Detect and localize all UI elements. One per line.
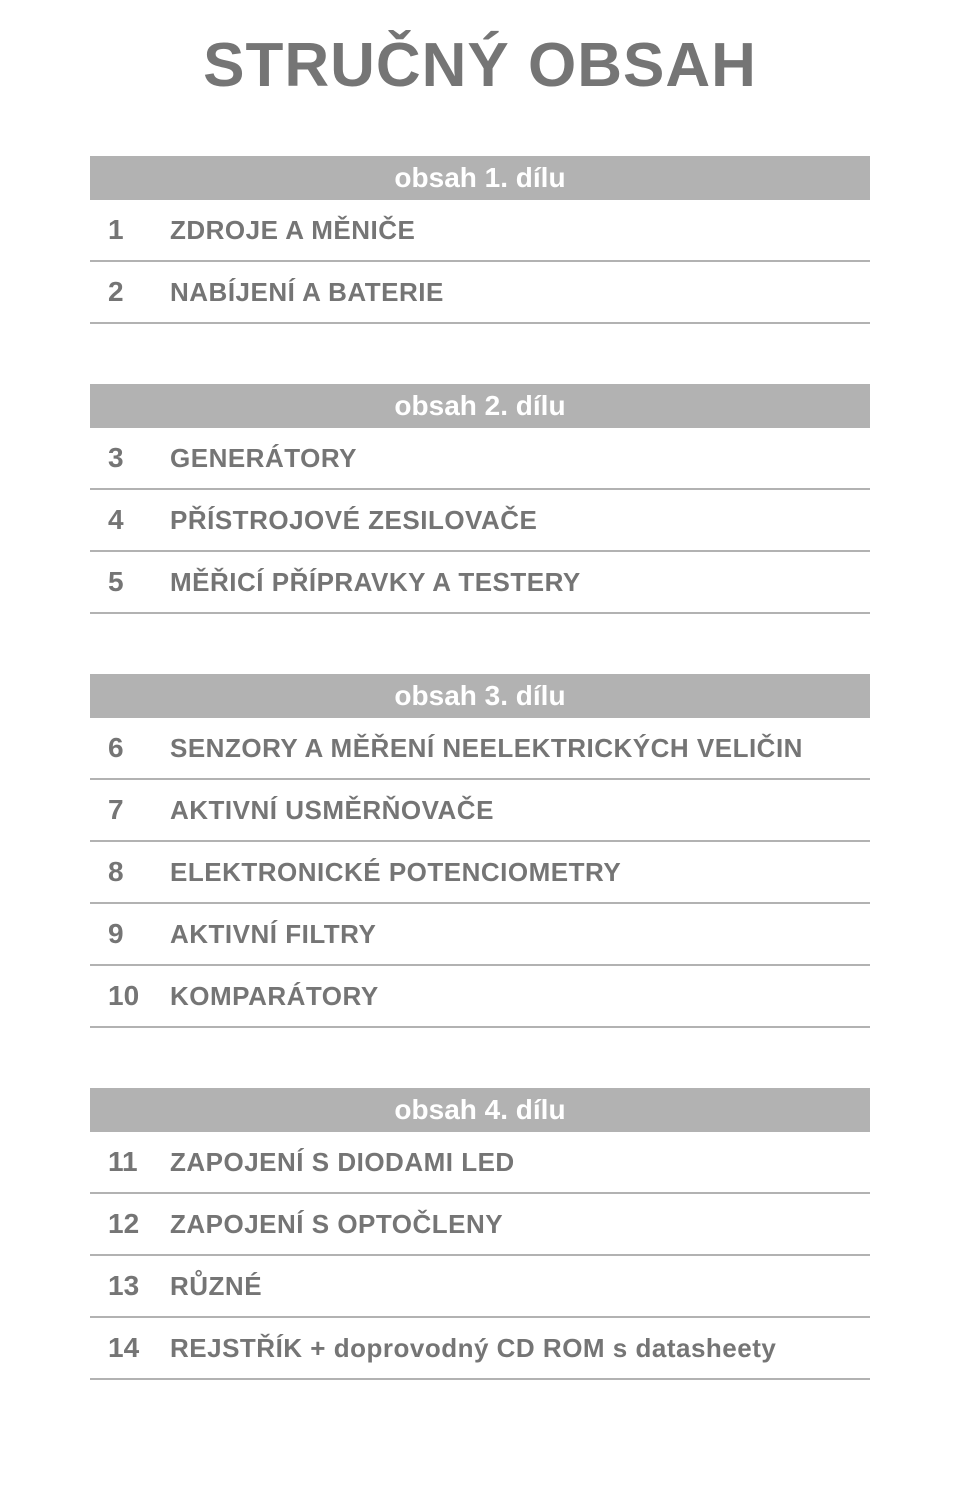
toc-row-number: 13 <box>90 1270 170 1302</box>
toc-row: 11ZAPOJENÍ S DIODAMI LED <box>90 1132 870 1194</box>
toc-row: 12ZAPOJENÍ S OPTOČLENY <box>90 1194 870 1256</box>
page-title: STRUČNÝ OBSAH <box>90 30 870 101</box>
toc-row: 10KOMPARÁTORY <box>90 966 870 1028</box>
toc-block: obsah 4. dílu11ZAPOJENÍ S DIODAMI LED12Z… <box>90 1088 870 1380</box>
toc-row-number: 12 <box>90 1208 170 1240</box>
toc-row-label: ZAPOJENÍ S DIODAMI LED <box>170 1147 870 1178</box>
toc-row-number: 8 <box>90 856 170 888</box>
toc-row: 13RŮZNÉ <box>90 1256 870 1318</box>
toc-block-header: obsah 3. dílu <box>90 674 870 718</box>
toc-row-number: 3 <box>90 442 170 474</box>
toc-row-number: 11 <box>90 1146 170 1178</box>
toc-row-number: 5 <box>90 566 170 598</box>
toc-row: 8ELEKTRONICKÉ POTENCIOMETRY <box>90 842 870 904</box>
toc-row-label: REJSTŘÍK + doprovodný CD ROM s datasheet… <box>170 1333 870 1364</box>
toc-row: 6SENZORY A MĚŘENÍ NEELEKTRICKÝCH VELIČIN <box>90 718 870 780</box>
toc-row: 2NABÍJENÍ A BATERIE <box>90 262 870 324</box>
toc-row-label: ELEKTRONICKÉ POTENCIOMETRY <box>170 857 870 888</box>
toc-row-label: MĚŘICÍ PŘÍPRAVKY A TESTERY <box>170 567 870 598</box>
toc-row: 5MĚŘICÍ PŘÍPRAVKY A TESTERY <box>90 552 870 614</box>
toc-row: 3GENERÁTORY <box>90 428 870 490</box>
toc-row-label: PŘÍSTROJOVÉ ZESILOVAČE <box>170 505 870 536</box>
toc-row-label: ZDROJE A MĚNIČE <box>170 215 870 246</box>
toc-row-number: 1 <box>90 214 170 246</box>
toc-row-number: 10 <box>90 980 170 1012</box>
toc-block: obsah 3. dílu6SENZORY A MĚŘENÍ NEELEKTRI… <box>90 674 870 1028</box>
toc-block-header: obsah 4. dílu <box>90 1088 870 1132</box>
toc-row-number: 6 <box>90 732 170 764</box>
toc-row-label: RŮZNÉ <box>170 1271 870 1302</box>
toc-row: 14REJSTŘÍK + doprovodný CD ROM s datashe… <box>90 1318 870 1380</box>
toc-block-header: obsah 1. dílu <box>90 156 870 200</box>
toc-row-label: KOMPARÁTORY <box>170 981 870 1012</box>
toc-row-label: AKTIVNÍ USMĚRŇOVAČE <box>170 795 870 826</box>
toc-row: 7AKTIVNÍ USMĚRŇOVAČE <box>90 780 870 842</box>
toc-row: 9AKTIVNÍ FILTRY <box>90 904 870 966</box>
toc-block: obsah 2. dílu3GENERÁTORY4PŘÍSTROJOVÉ ZES… <box>90 384 870 614</box>
toc-block: obsah 1. dílu1ZDROJE A MĚNIČE2NABÍJENÍ A… <box>90 156 870 324</box>
toc-row-label: ZAPOJENÍ S OPTOČLENY <box>170 1209 870 1240</box>
toc-row-number: 4 <box>90 504 170 536</box>
toc-container: obsah 1. dílu1ZDROJE A MĚNIČE2NABÍJENÍ A… <box>90 156 870 1380</box>
toc-row-label: SENZORY A MĚŘENÍ NEELEKTRICKÝCH VELIČIN <box>170 733 870 764</box>
toc-row-number: 9 <box>90 918 170 950</box>
toc-row: 1ZDROJE A MĚNIČE <box>90 200 870 262</box>
toc-row-label: GENERÁTORY <box>170 443 870 474</box>
toc-block-header: obsah 2. dílu <box>90 384 870 428</box>
toc-row-number: 2 <box>90 276 170 308</box>
toc-row-number: 7 <box>90 794 170 826</box>
toc-row-number: 14 <box>90 1332 170 1364</box>
toc-row-label: NABÍJENÍ A BATERIE <box>170 277 870 308</box>
toc-row-label: AKTIVNÍ FILTRY <box>170 919 870 950</box>
toc-row: 4PŘÍSTROJOVÉ ZESILOVAČE <box>90 490 870 552</box>
